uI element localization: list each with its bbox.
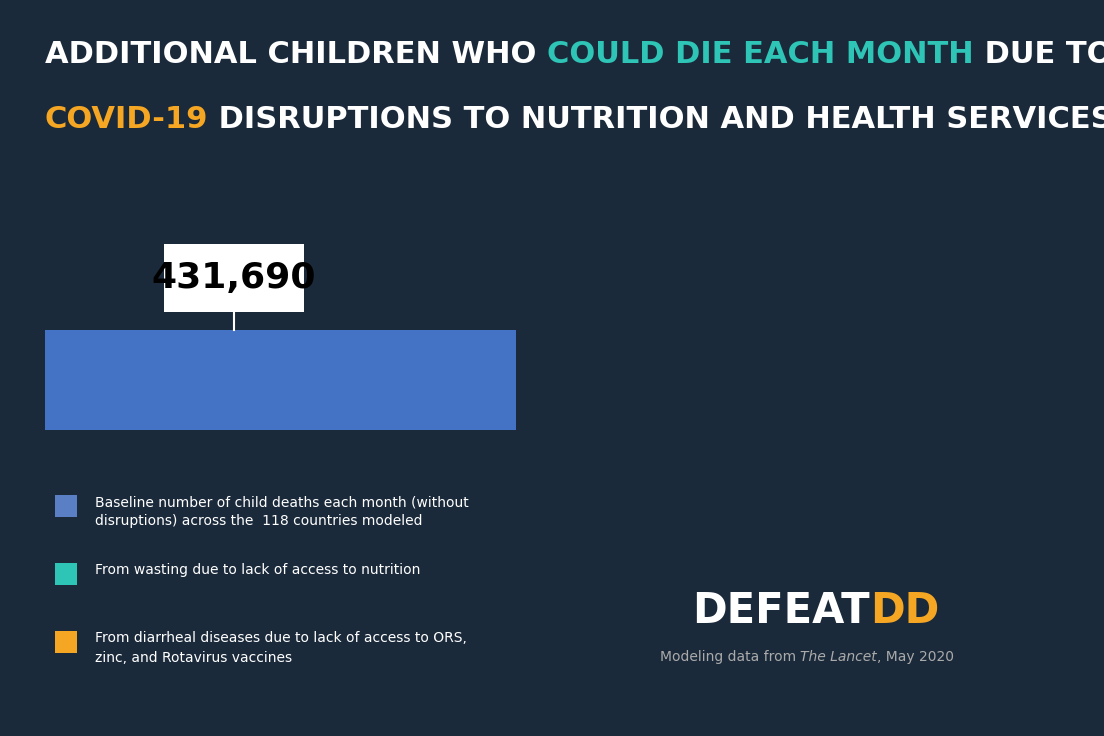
Bar [55, 631, 77, 653]
Bar [55, 563, 77, 585]
Text: The Lancet: The Lancet [800, 650, 878, 664]
Text: Baseline number of child deaths each month (without
disruptions) across the  118: Baseline number of child deaths each mon… [95, 495, 469, 528]
Text: From diarrheal diseases due to lack of access to ORS,
zinc, and Rotavirus vaccin: From diarrheal diseases due to lack of a… [95, 631, 467, 665]
Text: ADDITIONAL CHILDREN WHO: ADDITIONAL CHILDREN WHO [45, 40, 546, 69]
Text: COULD DIE EACH MONTH: COULD DIE EACH MONTH [546, 40, 974, 69]
Text: , May 2020: , May 2020 [878, 650, 954, 664]
Bar [163, 244, 304, 312]
Text: DEFEAT: DEFEAT [692, 590, 870, 632]
Text: DUE TO POTENTIAL: DUE TO POTENTIAL [974, 40, 1104, 69]
Bar [55, 495, 77, 517]
Text: 431,690: 431,690 [151, 261, 316, 295]
Bar [45, 330, 517, 430]
Text: COVID-19: COVID-19 [45, 105, 209, 134]
Text: From wasting due to lack of access to nutrition: From wasting due to lack of access to nu… [95, 563, 421, 577]
Text: DD: DD [870, 590, 940, 632]
Text: DISRUPTIONS TO NUTRITION AND HEALTH SERVICES: DISRUPTIONS TO NUTRITION AND HEALTH SERV… [209, 105, 1104, 134]
Text: Modeling data from: Modeling data from [660, 650, 800, 664]
